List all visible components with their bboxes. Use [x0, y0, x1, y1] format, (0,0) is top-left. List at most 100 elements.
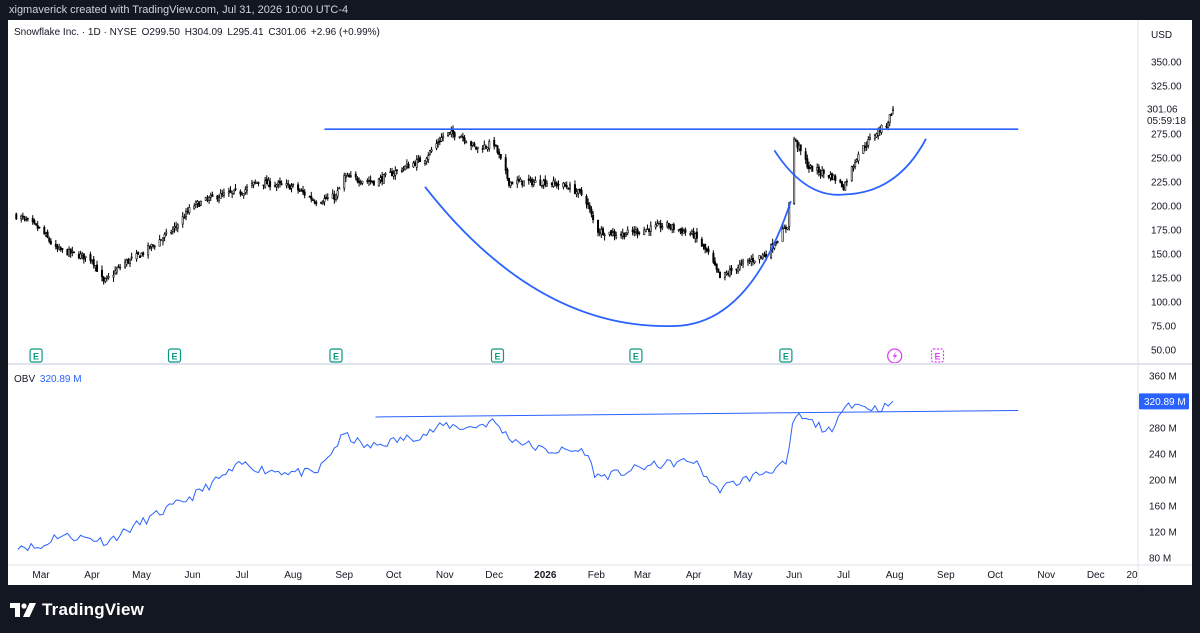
candle-body — [338, 187, 341, 190]
candle-body — [796, 140, 799, 148]
candle-body — [438, 140, 441, 143]
candle-body — [888, 114, 891, 123]
candle-body — [196, 201, 199, 204]
candle-body — [794, 139, 797, 142]
candle-body — [404, 165, 407, 170]
chart-canvas[interactable]: E E E E E E E USD 350.00 325.00 275.00 250.00 225.0… — [8, 20, 1192, 585]
candle-body — [372, 180, 375, 186]
earnings-marker[interactable]: E — [629, 348, 643, 363]
candle-body — [35, 223, 38, 225]
candle-body — [475, 146, 478, 150]
candle-body — [366, 180, 369, 182]
candle-body — [806, 158, 809, 168]
candle-body — [292, 184, 295, 186]
candle-body — [542, 180, 545, 186]
candle-body — [590, 208, 593, 215]
candle-body — [740, 262, 743, 264]
earnings-marker[interactable]: E — [329, 348, 343, 363]
candle-body — [49, 240, 52, 245]
tradingview-logo[interactable]: TradingView — [10, 598, 144, 622]
candle-body — [161, 237, 164, 242]
candle-body — [58, 246, 61, 250]
time-axis-label: Mar — [32, 570, 50, 581]
candle-body — [695, 231, 698, 239]
candle-body — [545, 183, 548, 187]
cup-curve[interactable] — [424, 186, 792, 327]
time-axis-label: Apr — [84, 570, 100, 581]
chart-panel[interactable]: E E E E E E E USD 350.00 325.00 275.00 250.00 225.0… — [8, 20, 1192, 585]
obv-trend-line[interactable] — [375, 409, 1019, 418]
candle-body — [742, 260, 745, 265]
candle-body — [91, 260, 94, 262]
candle-body — [44, 233, 47, 236]
candle-body — [440, 137, 443, 142]
handle-curve[interactable] — [773, 138, 927, 196]
tradingview-logo-icon — [10, 603, 36, 617]
candle-body — [267, 179, 270, 186]
earnings-marker[interactable]: E — [167, 348, 182, 363]
candle-body — [832, 174, 835, 181]
candle-body — [458, 136, 461, 138]
candle-body — [654, 224, 657, 228]
candle-body — [821, 170, 824, 176]
candle-body — [423, 160, 426, 164]
candle-body — [539, 179, 542, 186]
earnings-marker-box — [167, 348, 182, 363]
bar-countdown-label: 05:59:18 — [1147, 116, 1186, 127]
candle-body — [793, 138, 796, 204]
candle-body — [486, 147, 489, 150]
candle-body — [183, 217, 186, 219]
candle-body — [405, 163, 408, 167]
candle-body — [414, 162, 417, 166]
time-axis-label: Oct — [386, 570, 402, 581]
candle-body — [481, 148, 484, 150]
candle-body — [845, 180, 848, 183]
time-axis-label: Jul — [837, 570, 850, 581]
candle-body — [496, 145, 499, 153]
upcoming-event-marker[interactable] — [887, 348, 903, 364]
symbol-title[interactable]: Snowflake Inc. · 1D · NYSE — [14, 27, 137, 38]
obv-tick-label: 360 M — [1149, 372, 1177, 383]
time-axis-label: Jul — [236, 570, 249, 581]
candle-body — [822, 169, 825, 174]
candle-body — [758, 255, 761, 260]
obv-series-line[interactable] — [17, 401, 894, 552]
candle-body — [275, 184, 278, 188]
candle-body — [636, 229, 639, 235]
earnings-marker[interactable]: E — [490, 348, 505, 363]
candle-body — [216, 195, 219, 200]
candle-body — [575, 191, 578, 195]
candle-body — [171, 229, 174, 232]
candle-body — [621, 232, 624, 237]
candle-body — [580, 189, 583, 196]
time-axis-label: Jun — [185, 570, 201, 581]
candle-body — [255, 181, 258, 184]
candle-body — [656, 223, 659, 227]
candle-body — [704, 243, 707, 250]
close-value: 301.06 — [275, 27, 307, 38]
candle-body — [209, 195, 212, 198]
candle-body — [550, 182, 553, 186]
candle-body — [519, 178, 522, 182]
candle-body — [476, 146, 479, 149]
candle-body — [257, 182, 260, 184]
earnings-marker[interactable]: E — [29, 348, 43, 363]
candle-body — [451, 129, 454, 134]
currency-label[interactable]: USD — [1151, 30, 1172, 41]
upcoming-earnings-marker[interactable]: E — [930, 348, 945, 363]
time-axis-label: Oct — [987, 570, 1003, 581]
price-tick-label: 50.00 — [1151, 346, 1176, 357]
candle-body — [104, 278, 107, 282]
candle-body — [788, 202, 791, 227]
obv-name[interactable]: OBV — [14, 374, 36, 385]
obv-last-value-label: 320.89 M — [1144, 397, 1186, 408]
earnings-marker[interactable]: E — [779, 348, 793, 363]
candle-body — [94, 265, 97, 268]
candle-body — [529, 178, 532, 181]
earnings-marker-label: E — [333, 352, 339, 362]
candle-body — [128, 258, 131, 264]
candle-body — [649, 225, 652, 232]
earnings-marker-box — [329, 348, 343, 363]
candle-body — [389, 171, 392, 174]
candle-body — [194, 201, 197, 206]
